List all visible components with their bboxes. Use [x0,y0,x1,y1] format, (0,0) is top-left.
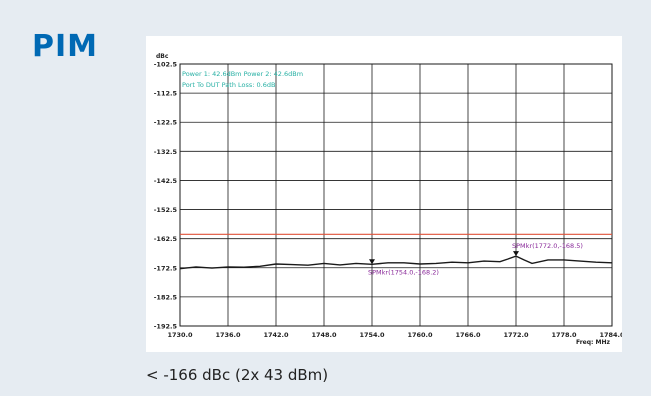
x-tick-label: 1742.0 [263,331,289,339]
x-tick-label: 1778.0 [551,331,577,339]
chart-trace-layer [179,255,613,270]
pim-title: PIM [32,29,99,64]
x-tick-label: 1736.0 [215,331,241,339]
y-tick-label: -192.5 [154,323,178,331]
chart-grid [179,63,613,327]
pim-chart-card: SPMkr(1754.0,-168.2) SPMkr(1772.0,-168.5)… [146,36,625,352]
x-tick-label: 1784.0 [599,331,622,339]
x-axis-label: Freq: MHz [576,339,611,346]
y-tick-label: -172.5 [154,264,178,272]
x-tick-label: 1772.0 [503,331,529,339]
y-tick-label: -182.5 [154,293,178,301]
pim-caption: < -166 dBc (2x 43 dBm) [146,366,329,384]
x-tick-label: 1754.0 [359,331,385,339]
y-tick-label: -162.5 [154,235,178,243]
y-tick-label: -152.5 [154,206,178,214]
pim-chart: SPMkr(1754.0,-168.2) SPMkr(1772.0,-168.5)… [154,53,625,346]
x-tick-label: 1760.0 [407,331,433,339]
chart-marker-layer: SPMkr(1754.0,-168.2) SPMkr(1772.0,-168.5) [368,242,583,276]
info-line: Port To DUT Path Loss: 0.6dB [182,81,275,89]
chart-label-layer: -102.5 -112.5 -122.5 -132.5 -142.5 -152.5 -162… [154,53,625,346]
marker-label: SPMkr(1772.0,-168.5) [512,242,583,250]
marker-triangle [513,251,519,257]
y-tick-label: -102.5 [154,61,178,69]
x-tick-label: 1766.0 [455,331,481,339]
y-tick-label: -142.5 [154,177,178,185]
plot-frame [179,63,613,327]
pim-trace [179,255,613,270]
y-tick-label: -122.5 [154,119,178,127]
info-line: Power 1: 42.6dBm Power 2: 42.6dBm [182,70,303,78]
marker-label: SPMkr(1754.0,-168.2) [368,268,439,276]
marker-triangle [369,259,375,265]
x-tick-label: 1748.0 [311,331,337,339]
y-tick-label: -112.5 [154,90,178,98]
x-tick-label: 1730.0 [167,331,193,339]
y-tick-label: -132.5 [154,148,178,156]
y-axis-label: dBc [156,53,169,60]
